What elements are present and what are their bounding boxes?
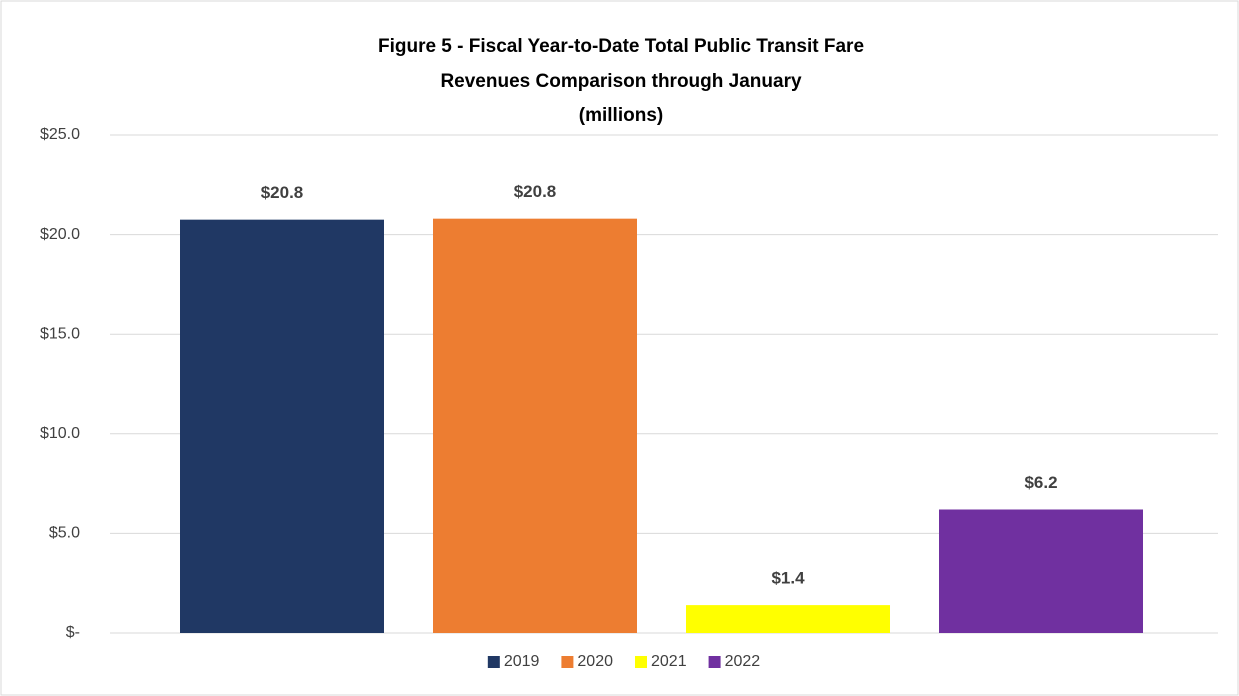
- bar: [433, 218, 637, 633]
- y-tick-label: $-: [66, 624, 80, 641]
- y-tick-label: $20.0: [40, 226, 80, 243]
- bar: [939, 509, 1143, 633]
- y-tick-label: $15.0: [40, 325, 80, 342]
- value-label: $1.4: [771, 569, 805, 588]
- legend-swatch: [635, 656, 647, 668]
- value-label: $20.8: [261, 183, 304, 202]
- y-tick-label: $5.0: [49, 525, 80, 542]
- legend-swatch: [708, 656, 721, 668]
- value-label: $6.2: [1024, 473, 1057, 492]
- chart-title: (millions): [579, 105, 663, 126]
- y-tick-label: $25.0: [40, 126, 80, 143]
- legend-label: 2020: [577, 653, 613, 670]
- legend-swatch: [487, 656, 500, 668]
- legend-label: 2019: [504, 653, 540, 670]
- bar: [686, 605, 890, 633]
- chart-title: Revenues Comparison through January: [440, 71, 802, 92]
- chart-title: Figure 5 - Fiscal Year-to-Date Total Pub…: [378, 36, 864, 57]
- legend-label: 2022: [725, 653, 761, 670]
- y-tick-label: $10.0: [40, 425, 80, 442]
- legend-swatch: [561, 656, 574, 668]
- bar: [180, 219, 384, 633]
- legend-label: 2021: [651, 653, 687, 670]
- value-label: $20.8: [514, 182, 557, 201]
